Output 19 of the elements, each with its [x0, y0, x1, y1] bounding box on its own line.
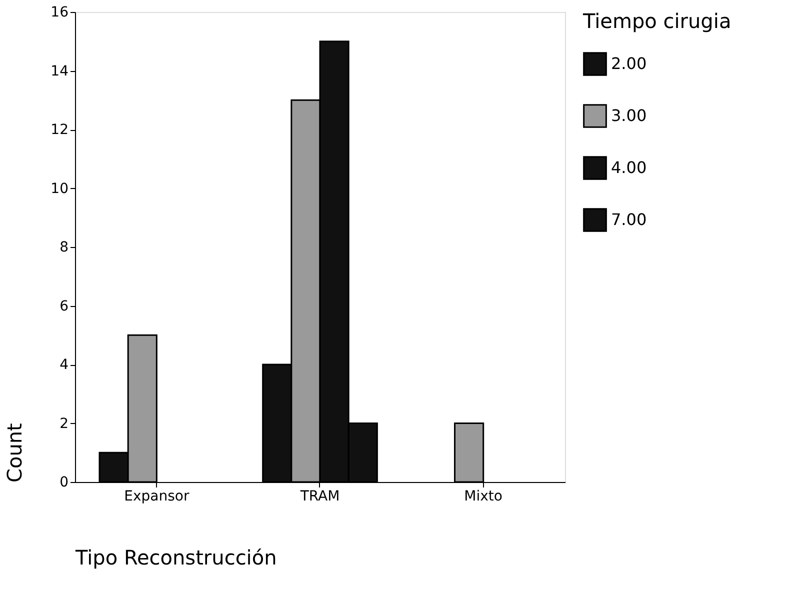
y-tick-label: 12: [50, 122, 68, 138]
y-tick-label: 10: [50, 180, 68, 197]
legend-label: 3.00: [611, 106, 647, 125]
y-tick-label: 4: [60, 357, 69, 373]
y-axis-title: Count: [2, 422, 27, 482]
legend-title: Tiempo cirugia: [582, 9, 732, 33]
y-tick-label: 8: [60, 240, 68, 256]
x-tick-label: Mixto: [464, 488, 502, 504]
x-tick-label: TRAM: [299, 488, 340, 504]
y-tick-label: 2: [60, 416, 68, 432]
x-tick-label: Expansor: [124, 488, 190, 504]
y-tick-label: 0: [60, 474, 68, 490]
y-tick-label: 6: [60, 298, 69, 314]
y-tick-label: 14: [50, 63, 69, 80]
legend-label: 7.00: [611, 210, 647, 229]
x-axis-title: Tipo Reconstrucción: [74, 546, 277, 570]
legend-label: 2.00: [611, 54, 647, 73]
legend-label: 4.00: [611, 158, 647, 177]
y-tick-label: 16: [50, 4, 69, 20]
